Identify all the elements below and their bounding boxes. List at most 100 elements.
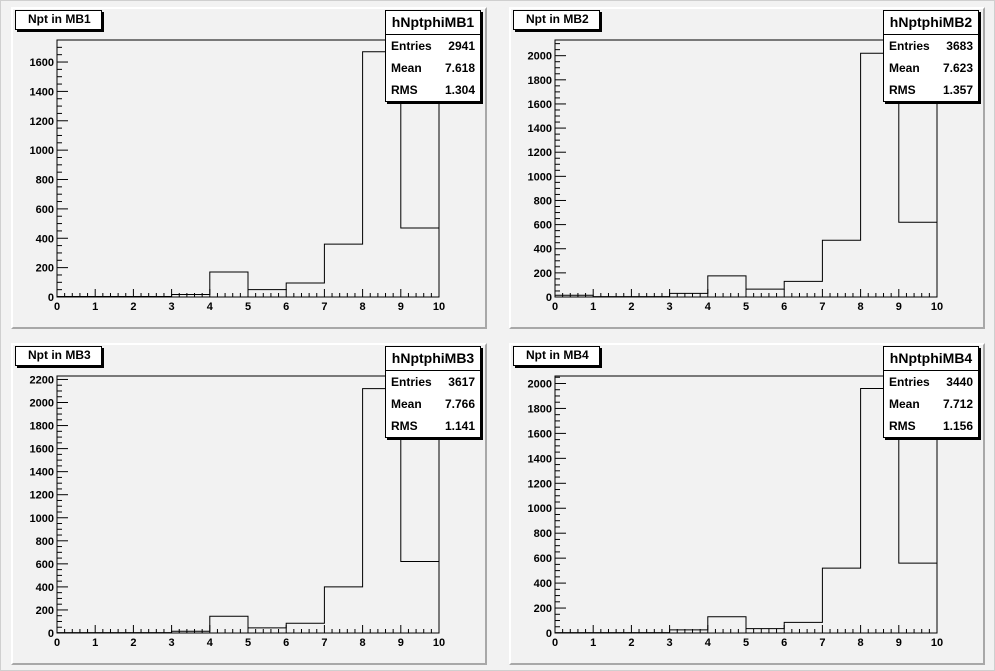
histogram-bin-5 — [248, 290, 286, 297]
stats-entries-label: Entries — [391, 39, 432, 53]
x-tick-label: 1 — [92, 301, 98, 313]
y-tick-label: 2000 — [30, 398, 54, 410]
y-tick-label: 1600 — [30, 444, 54, 456]
x-tick-label: 4 — [207, 637, 214, 649]
x-tick-label: 6 — [283, 301, 289, 313]
x-tick-label: 0 — [552, 301, 558, 313]
x-tick-label: 2 — [628, 637, 634, 649]
histogram-pad-mb1[interactable]: 0 1 2 3 4 5 6 7 8 9 10 0 200 400 600 800 1000 1200 1400 160… — [11, 7, 487, 329]
stats-histogram-name: hNptphiMB4 — [884, 347, 978, 371]
y-tick-label: 1000 — [528, 171, 552, 183]
x-tick-label: 8 — [858, 301, 864, 313]
histogram-bin-4 — [708, 276, 746, 297]
histogram-bin-7 — [324, 587, 362, 633]
x-tick-label: 0 — [552, 637, 558, 649]
stats-rms-label: RMS — [889, 83, 916, 97]
y-tick-label: 1600 — [528, 428, 552, 440]
histogram-bin-9 — [899, 563, 937, 633]
y-tick-label: 800 — [534, 195, 552, 207]
x-tick-label: 7 — [321, 301, 327, 313]
stats-rms-row: RMS 1.156 — [884, 415, 978, 437]
stats-entries-value: 2941 — [448, 39, 475, 53]
y-tick-label: 1200 — [528, 478, 552, 490]
y-tick-label: 800 — [534, 528, 552, 540]
y-tick-label: 1200 — [30, 116, 54, 128]
x-tick-label: 6 — [283, 637, 289, 649]
y-tick-label: 1400 — [528, 453, 552, 465]
stats-entries-value: 3683 — [946, 39, 973, 53]
y-tick-label: 0 — [546, 628, 552, 640]
y-tick-label: 0 — [48, 628, 54, 640]
stats-rms-row: RMS 1.141 — [386, 415, 480, 437]
histogram-bin-6 — [286, 283, 324, 297]
x-tick-label: 8 — [858, 637, 864, 649]
histogram-bin-5 — [248, 628, 286, 633]
x-tick-label: 6 — [781, 301, 787, 313]
histogram-pad-mb3[interactable]: 0 1 2 3 4 5 6 7 8 9 10 0 200 400 600 800 1000 1200 1400 160… — [11, 343, 487, 665]
y-tick-label: 400 — [36, 233, 54, 245]
y-tick-label: 200 — [534, 268, 552, 280]
stats-histogram-name: hNptphiMB3 — [386, 347, 480, 371]
y-tick-label: 2000 — [528, 378, 552, 390]
y-tick-label: 600 — [36, 204, 54, 216]
stats-histogram-name: hNptphiMB1 — [386, 11, 480, 35]
histogram-title: Npt in MB4 — [513, 346, 600, 366]
stats-box: hNptphiMB1 Entries 2941 Mean 7.618 RMS 1.30… — [385, 10, 481, 102]
stats-rms-label: RMS — [391, 419, 418, 433]
stats-box: hNptphiMB3 Entries 3617 Mean 7.766 RMS 1.14… — [385, 346, 481, 438]
x-tick-label: 4 — [207, 301, 214, 313]
stats-rms-value: 1.156 — [942, 419, 973, 433]
y-tick-label: 1200 — [30, 490, 54, 502]
stats-rms-value: 1.141 — [444, 419, 475, 433]
stats-entries-value: 3440 — [946, 375, 973, 389]
y-tick-label: 0 — [48, 292, 54, 304]
y-tick-label: 2000 — [528, 51, 552, 63]
x-tick-label: 4 — [705, 301, 712, 313]
x-tick-label: 1 — [92, 637, 98, 649]
x-tick-label: 7 — [819, 301, 825, 313]
x-tick-label: 9 — [896, 301, 902, 313]
x-tick-label: 5 — [743, 637, 749, 649]
histogram-title: Npt in MB3 — [15, 346, 102, 366]
stats-entries-label: Entries — [889, 375, 930, 389]
stats-mean-label: Mean — [391, 397, 422, 411]
stats-mean-label: Mean — [889, 61, 920, 75]
stats-rms-row: RMS 1.304 — [386, 79, 480, 101]
x-tick-label: 6 — [781, 637, 787, 649]
histogram-bin-3 — [670, 630, 708, 633]
stats-mean-label: Mean — [391, 61, 422, 75]
stats-box: hNptphiMB4 Entries 3440 Mean 7.712 RMS 1.15… — [883, 346, 979, 438]
histogram-pad-mb2[interactable]: 0 1 2 3 4 5 6 7 8 9 10 0 200 400 600 800 1000 1200 1400 160… — [509, 7, 985, 329]
y-tick-label: 1800 — [528, 75, 552, 87]
y-tick-label: 1800 — [528, 403, 552, 415]
x-tick-label: 7 — [321, 637, 327, 649]
histogram-pad-mb4[interactable]: 0 1 2 3 4 5 6 7 8 9 10 0 200 400 600 800 1000 1200 1400 160… — [509, 343, 985, 665]
stats-entries-label: Entries — [391, 375, 432, 389]
y-tick-label: 1400 — [30, 86, 54, 98]
x-tick-label: 10 — [931, 301, 943, 313]
y-tick-label: 1600 — [528, 99, 552, 111]
histogram-bin-3 — [172, 295, 210, 297]
histogram-bin-6 — [784, 281, 822, 297]
histogram-bin-4 — [210, 616, 248, 633]
x-tick-label: 7 — [819, 637, 825, 649]
y-tick-label: 1400 — [30, 467, 54, 479]
x-tick-label: 3 — [667, 301, 673, 313]
stats-histogram-name: hNptphiMB2 — [884, 11, 978, 35]
stats-rms-row: RMS 1.357 — [884, 79, 978, 101]
y-tick-label: 1400 — [528, 123, 552, 135]
stats-mean-row: Mean 7.618 — [386, 57, 480, 79]
stats-rms-label: RMS — [889, 419, 916, 433]
histogram-bin-7 — [822, 240, 860, 297]
y-tick-label: 600 — [534, 220, 552, 232]
histogram-title: Npt in MB2 — [513, 10, 600, 30]
x-tick-label: 0 — [54, 637, 60, 649]
histogram-bin-9 — [401, 228, 439, 297]
x-tick-label: 1 — [590, 301, 596, 313]
stats-rms-value: 1.357 — [942, 83, 973, 97]
x-tick-label: 9 — [896, 637, 902, 649]
y-tick-label: 600 — [36, 559, 54, 571]
stats-mean-row: Mean 7.712 — [884, 393, 978, 415]
histogram-bin-3 — [670, 293, 708, 297]
